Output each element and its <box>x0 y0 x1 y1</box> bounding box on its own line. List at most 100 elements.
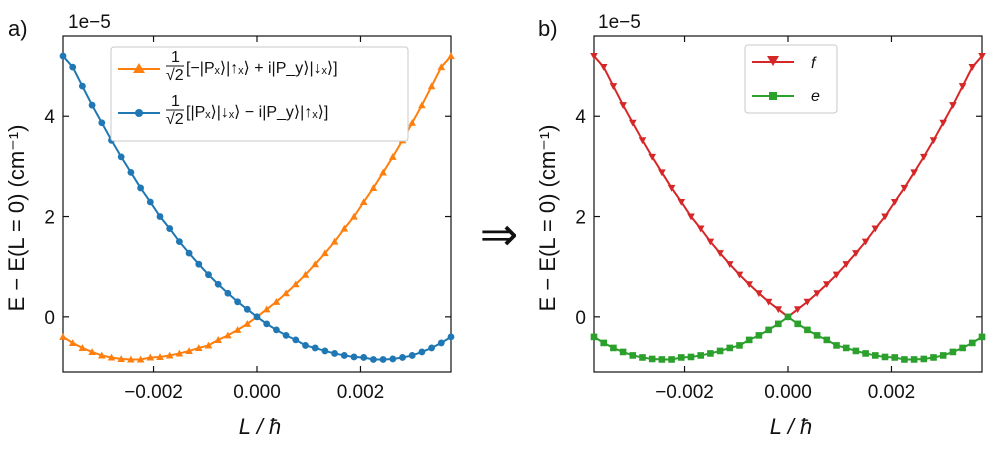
legend-b: f e <box>744 44 838 114</box>
data-point-b-1-32 <box>901 356 908 363</box>
data-point-b-1-12 <box>707 350 714 357</box>
data-point-b-1-6 <box>648 355 656 363</box>
data-point-a-0-28 <box>330 237 339 245</box>
y-axis-label-b: E − E(L = 0) (cm⁻¹) <box>535 125 560 312</box>
legend-a-frac-1-num: 1 <box>171 49 180 66</box>
x-tick-label-a-0: −0.002 <box>124 382 183 403</box>
data-point-a-0-1 <box>68 339 77 346</box>
data-point-a-1-4 <box>98 119 106 127</box>
data-point-a-0-27 <box>321 249 329 257</box>
data-point-b-0-35 <box>929 137 938 145</box>
legend-a-label-1: [−|Pₓ⟩|↑ₓ⟩ + i|P_y⟩|↓ₓ⟩] <box>186 60 338 77</box>
panel-b: b) 1e−5 −0.002 0.000 0.002 0 2 4 f e L / ħ E … <box>535 12 986 439</box>
axes-a: −0.002 0.000 0.002 0 2 4 <box>44 35 452 403</box>
data-point-a-1-15 <box>205 271 212 279</box>
data-point-a-1-36 <box>408 352 416 359</box>
data-point-b-1-22 <box>804 326 811 334</box>
data-point-a-1-27 <box>321 347 329 355</box>
legend-b-label-2: e <box>811 88 820 105</box>
data-point-b-1-0 <box>590 333 598 341</box>
data-point-a-0-0 <box>59 333 67 340</box>
data-point-a-0-23 <box>282 289 290 297</box>
data-point-b-1-15 <box>736 342 743 349</box>
data-point-a-1-8 <box>137 184 145 192</box>
data-point-b-1-25 <box>833 342 840 349</box>
data-point-b-1-7 <box>658 356 666 363</box>
data-point-a-1-20 <box>253 313 261 321</box>
data-point-b-1-23 <box>813 332 821 339</box>
data-point-a-1-24 <box>292 336 300 344</box>
data-point-a-0-17 <box>224 331 232 339</box>
data-point-b-0-39 <box>968 64 977 71</box>
data-point-a-0-36 <box>408 118 416 126</box>
data-point-b-0-18 <box>764 298 773 306</box>
data-point-a-0-22 <box>272 297 281 305</box>
data-point-a-0-11 <box>165 351 174 359</box>
data-point-b-0-11 <box>696 225 705 233</box>
y-axis-label-a: E − E(L = 0) (cm⁻¹) <box>4 125 29 312</box>
data-point-b-1-27 <box>852 347 860 355</box>
data-point-a-0-26 <box>311 260 319 268</box>
y-scale-label-b: 1e−5 <box>598 12 641 33</box>
data-point-b-0-30 <box>881 213 889 221</box>
data-point-b-0-40 <box>978 53 986 60</box>
data-point-a-1-26 <box>311 344 319 352</box>
legend-b-box <box>744 44 838 114</box>
data-point-b-1-31 <box>891 354 898 361</box>
legend-a-marker-1 <box>133 63 145 73</box>
panel-a: a) 1e−5 −0.002 0.000 0.002 0 2 4 1 √2 [−|Pₓ⟩|… <box>4 12 455 439</box>
data-point-b-0-27 <box>852 250 860 257</box>
data-point-a-1-18 <box>234 298 242 306</box>
data-point-b-0-21 <box>793 306 802 314</box>
data-point-a-0-40 <box>447 52 455 60</box>
x-axis-label-b: L / ħ <box>770 414 812 439</box>
data-point-a-0-2 <box>78 344 87 351</box>
legend-a-box <box>110 46 409 142</box>
data-point-b-0-29 <box>871 225 880 233</box>
x-tick-label-a-2: 0.002 <box>337 382 385 403</box>
data-point-b-0-25 <box>832 271 841 279</box>
data-point-b-1-11 <box>697 352 704 359</box>
data-point-a-1-14 <box>195 260 203 268</box>
data-point-b-0-28 <box>861 238 870 246</box>
data-point-a-0-19 <box>243 320 252 327</box>
data-point-a-0-13 <box>185 347 193 354</box>
data-point-a-0-34 <box>389 153 397 160</box>
data-point-a-1-40 <box>447 333 455 341</box>
data-point-a-0-24 <box>292 280 300 288</box>
data-point-b-0-7 <box>658 169 666 177</box>
data-point-a-1-30 <box>350 353 358 361</box>
data-point-b-1-29 <box>872 352 879 359</box>
data-point-a-0-32 <box>369 184 378 191</box>
data-point-a-0-33 <box>379 168 387 176</box>
data-point-a-1-6 <box>117 153 125 161</box>
y-tick-label-a-0: 0 <box>44 308 55 329</box>
data-point-b-0-19 <box>774 306 783 314</box>
legend-a-frac-2-den: √2 <box>166 111 184 128</box>
legend-b-label-1: f <box>811 55 817 72</box>
data-point-b-0-17 <box>755 290 763 298</box>
data-point-b-0-24 <box>823 281 831 289</box>
data-point-b-0-0 <box>590 53 598 60</box>
implies-arrow: ⇒ <box>480 207 519 261</box>
data-point-a-1-0 <box>59 52 67 60</box>
data-point-a-0-4 <box>98 351 106 359</box>
series-line-b-1 <box>593 315 983 361</box>
legend-a-frac-2-num: 1 <box>171 93 180 110</box>
x-tick-label-b-0: −0.002 <box>655 382 714 403</box>
legend-b-marker-2 <box>769 92 777 100</box>
data-point-a-0-38 <box>427 82 436 90</box>
data-point-b-1-2 <box>610 344 617 352</box>
data-point-a-1-35 <box>399 354 406 361</box>
data-point-a-1-12 <box>176 238 183 246</box>
data-point-b-1-8 <box>668 356 675 363</box>
data-point-a-1-32 <box>370 356 377 363</box>
x-tick-label-b-2: 0.002 <box>868 382 916 403</box>
data-point-b-0-15 <box>735 271 744 279</box>
data-point-b-0-36 <box>939 119 947 127</box>
data-point-a-1-17 <box>224 289 232 297</box>
y-tick-label-a-2: 4 <box>44 107 55 128</box>
data-point-b-1-21 <box>794 320 801 328</box>
x-tick-label-a-1: 0.000 <box>233 382 281 403</box>
data-point-b-1-33 <box>910 356 918 363</box>
